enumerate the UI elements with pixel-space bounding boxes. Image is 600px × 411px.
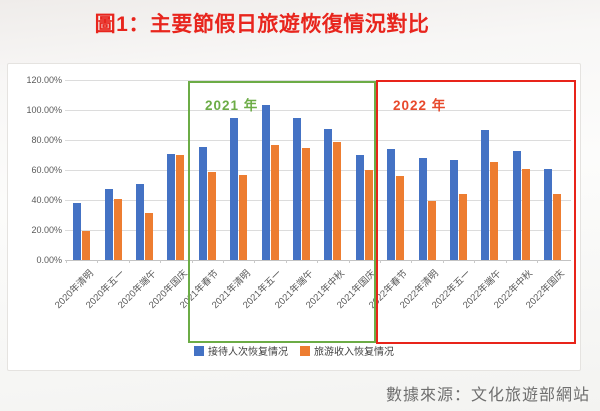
xtick [380, 260, 381, 263]
gridline-20 [65, 230, 571, 231]
ytick-label-120: 120.00% [26, 74, 62, 85]
xtick [474, 260, 476, 263]
bar-revenue-2022年清明 [427, 201, 436, 260]
bar-revenue-2022年中秋 [521, 169, 530, 260]
bar-trips-2022年端午 [481, 129, 490, 260]
annotation-box-2022 [376, 80, 576, 344]
gridline-40 [65, 200, 571, 201]
bar-trips-2022年国庆 [544, 168, 553, 260]
ytick-label-60: 60.00% [31, 164, 62, 175]
annotation-label-2021: 2021 年 [205, 98, 259, 113]
bar-trips-2020年国庆 [167, 153, 176, 260]
bar-trips-2020年端午 [136, 183, 144, 260]
page-title: 圖1：主要節假日旅遊恢復情況對比 [94, 13, 430, 36]
xtick [505, 260, 507, 263]
bar-trips-2021年春节 [198, 147, 207, 260]
bar-revenue-2020年国庆 [176, 155, 185, 260]
legend-label-revenue: 旅游收入恢复情况 [314, 347, 394, 358]
xtick [254, 260, 256, 263]
xtick [537, 260, 538, 263]
legend-item-trips: 接待人次恢复情况 [194, 343, 288, 358]
bar-trips-2022年中秋 [512, 151, 521, 260]
legend-item-revenue: 旅游收入恢复情况 [300, 343, 394, 358]
ytick-label-40: 40.00% [31, 194, 62, 205]
gridline-60 [65, 170, 571, 171]
xtick [66, 260, 67, 263]
xtick [285, 260, 287, 263]
ytick-label-100: 100.00% [26, 104, 62, 115]
ytick-label-20: 20.00% [31, 224, 62, 235]
annotation-label-2022: 2022 年 [393, 98, 447, 113]
bar-trips-2021年清明 [230, 118, 239, 261]
chart-legend: 接待人次恢复情况 旅游收入恢复情况 [8, 343, 580, 358]
bar-revenue-2020年端午 [145, 213, 153, 260]
bar-revenue-2022年端午 [490, 161, 499, 260]
bar-revenue-2022年春节 [396, 175, 405, 260]
bar-trips-2022年清明 [418, 158, 427, 260]
xtick [348, 260, 350, 263]
annotation-box-2021 [188, 81, 376, 343]
bar-revenue-2021年端午 [302, 147, 310, 260]
bar-trips-2021年国庆 [355, 154, 364, 260]
bar-trips-2021年端午 [293, 118, 301, 261]
xtick [128, 260, 130, 263]
bar-trips-2020年清明 [73, 202, 82, 260]
bar-revenue-2022年五一 [459, 194, 467, 260]
xtick [160, 260, 162, 263]
bar-revenue-2021年国庆 [364, 170, 373, 260]
ytick-label-0: 0.00% [36, 254, 62, 265]
xtick [317, 260, 319, 263]
xtick [97, 260, 99, 263]
gridline-100 [65, 110, 571, 111]
bar-revenue-2020年清明 [82, 231, 91, 260]
legend-swatch-trips-icon [194, 345, 204, 356]
legend-label-trips: 接待人次恢复情况 [208, 347, 288, 358]
chart-panel: 0.00% 20.00% 40.00% 60.00% 80.00% 100.00% 120.… [7, 63, 581, 371]
source-note: 數據來源：文化旅遊部網站 [385, 387, 590, 404]
bar-revenue-2021年清明 [239, 174, 248, 260]
bar-trips-2021年中秋 [324, 129, 333, 260]
gridline-80 [65, 140, 571, 141]
bar-trips-2020年五一 [104, 189, 113, 260]
xtick [191, 260, 193, 263]
bar-trips-2021年五一 [261, 105, 270, 260]
bar-trips-2022年春节 [387, 149, 396, 260]
xtick [411, 260, 413, 263]
bar-revenue-2021年五一 [270, 144, 279, 260]
bar-trips-2022年五一 [450, 159, 458, 260]
xtick [442, 260, 444, 263]
bar-revenue-2020年五一 [113, 199, 122, 260]
bar-revenue-2021年中秋 [333, 142, 342, 260]
legend-swatch-revenue-icon [300, 345, 310, 356]
bar-revenue-2022年国庆 [553, 193, 562, 260]
xtick [223, 260, 224, 263]
gridline-120 [65, 80, 571, 81]
ytick-label-80: 80.00% [31, 134, 62, 145]
bar-revenue-2021年春节 [207, 172, 216, 260]
